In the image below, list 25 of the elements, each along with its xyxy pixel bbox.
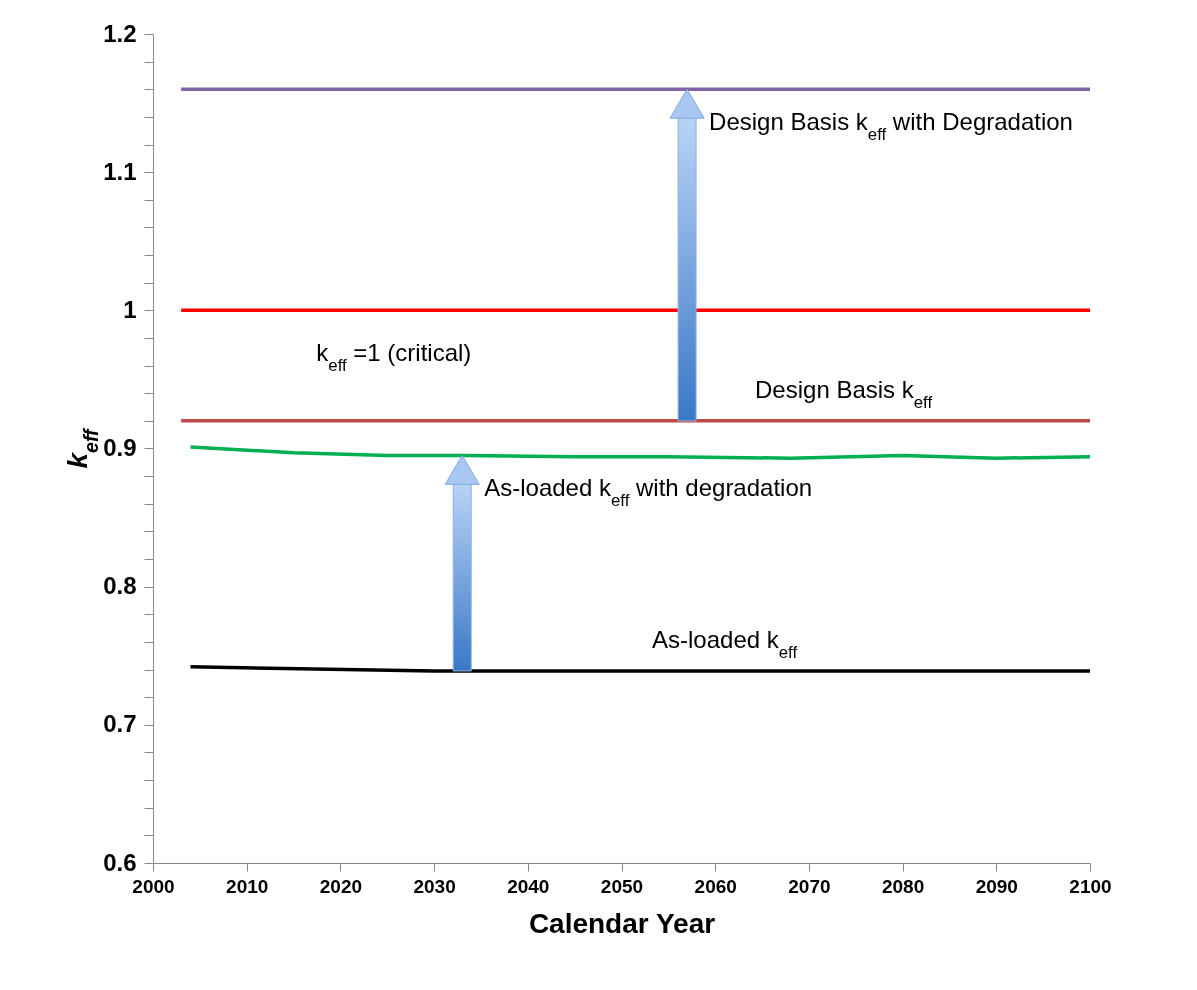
y-tick-label: 1.2 [103,19,137,47]
x-axis-title: Calendar Year [528,907,716,939]
x-tick-label: 2060 [694,875,737,897]
annotation: k$_{eff}$ =1 (critical) [316,339,472,375]
y-tick-label: 0.9 [103,434,137,461]
annotation: As-loaded k$_{eff}$ with degradation [484,474,813,510]
x-tick-label: 2090 [975,875,1018,897]
x-tick-label: 2020 [319,875,363,897]
x-tick-label: 2050 [600,875,644,897]
line-series [188,445,1092,460]
x-tick-label: 2030 [413,875,456,897]
y-tick-label: 1.1 [103,157,137,185]
x-tick-label: 2100 [1069,875,1112,897]
y-tick-label: 0.6 [103,848,137,876]
annotation: Design Basis k$_{eff}$ [755,375,933,412]
x-tick-label: 2070 [788,875,831,897]
x-tick-label: 2040 [507,875,550,897]
y-tick-label: 1 [123,295,137,323]
annotation: As-loaded k$_{eff}$ [652,625,798,662]
y-tick-label: 0.7 [103,710,137,738]
x-tick-label: 2010 [226,875,269,897]
y-tick-label: 0.8 [103,572,137,600]
annotation: Design Basis k$_{eff}$ with Degradation [709,108,1073,144]
x-tick-label: 2080 [881,875,925,897]
x-tick-label: 2000 [132,875,175,897]
